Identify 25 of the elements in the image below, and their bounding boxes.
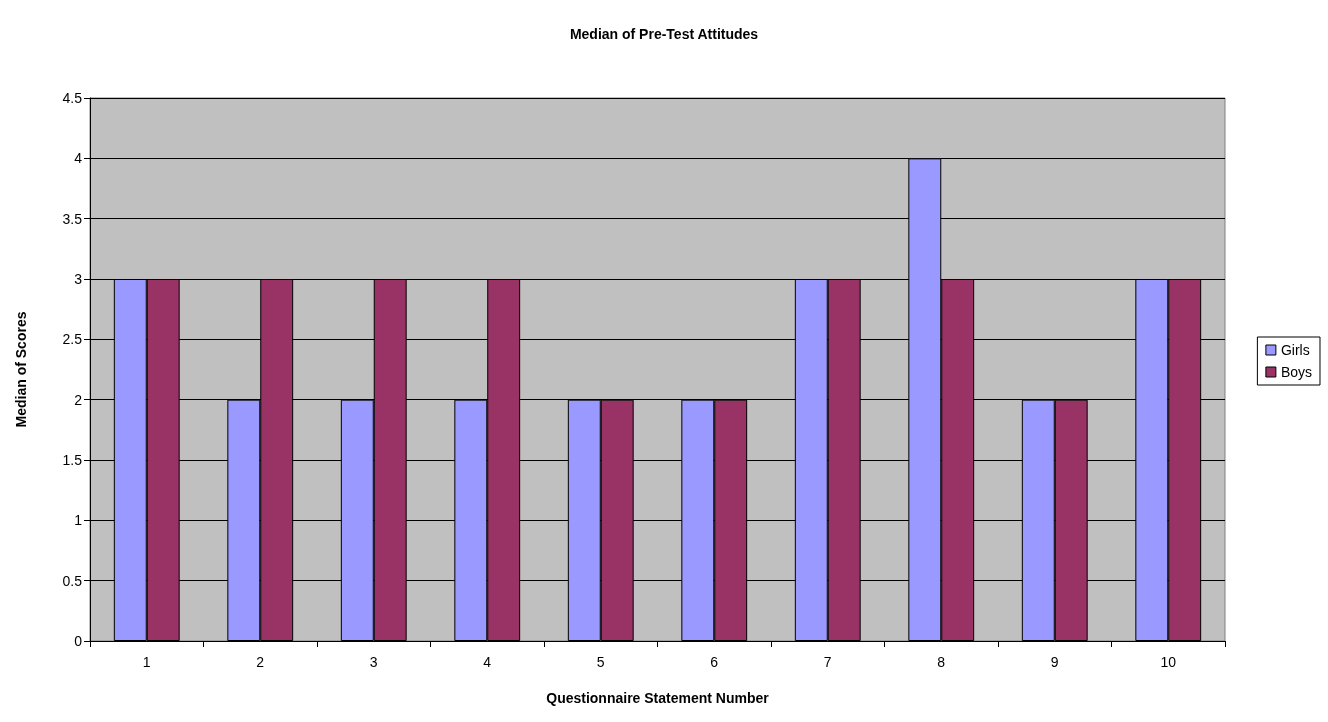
- x-axis-title: Questionnaire Statement Number: [546, 690, 770, 706]
- x-tick-label: 10: [1160, 654, 1177, 670]
- y-tick-label: 0.5: [62, 572, 83, 589]
- y-tick-label: 1: [74, 512, 83, 529]
- x-tick-label: 6: [710, 654, 719, 670]
- y-tick-label: 3: [74, 271, 83, 287]
- x-tick-label: 8: [937, 654, 946, 670]
- chart-title: Median of Pre-Test Attitudes: [569, 26, 759, 42]
- y-axis-title: Median of Scores: [13, 311, 29, 428]
- x-tick-label: 1: [142, 654, 151, 670]
- x-tick-label: 2: [256, 654, 265, 670]
- y-tick-label: 2: [74, 391, 83, 408]
- legend-label: Girls: [1280, 342, 1310, 358]
- y-tick-label: 0: [74, 633, 83, 649]
- legend-label: Boys: [1280, 364, 1312, 380]
- x-tick-label: 9: [1050, 654, 1059, 670]
- x-tick-label: 4: [483, 654, 492, 670]
- y-tick-label: 1.5: [62, 452, 83, 468]
- x-tick-label: 3: [369, 654, 378, 670]
- y-tick-label: 2.5: [62, 331, 83, 348]
- y-tick-label: 4.5: [62, 90, 83, 106]
- y-tick-label: 4: [74, 150, 83, 167]
- x-tick-label: 5: [596, 654, 605, 670]
- y-tick-label: 3.5: [62, 210, 83, 227]
- x-tick-label: 7: [823, 654, 832, 670]
